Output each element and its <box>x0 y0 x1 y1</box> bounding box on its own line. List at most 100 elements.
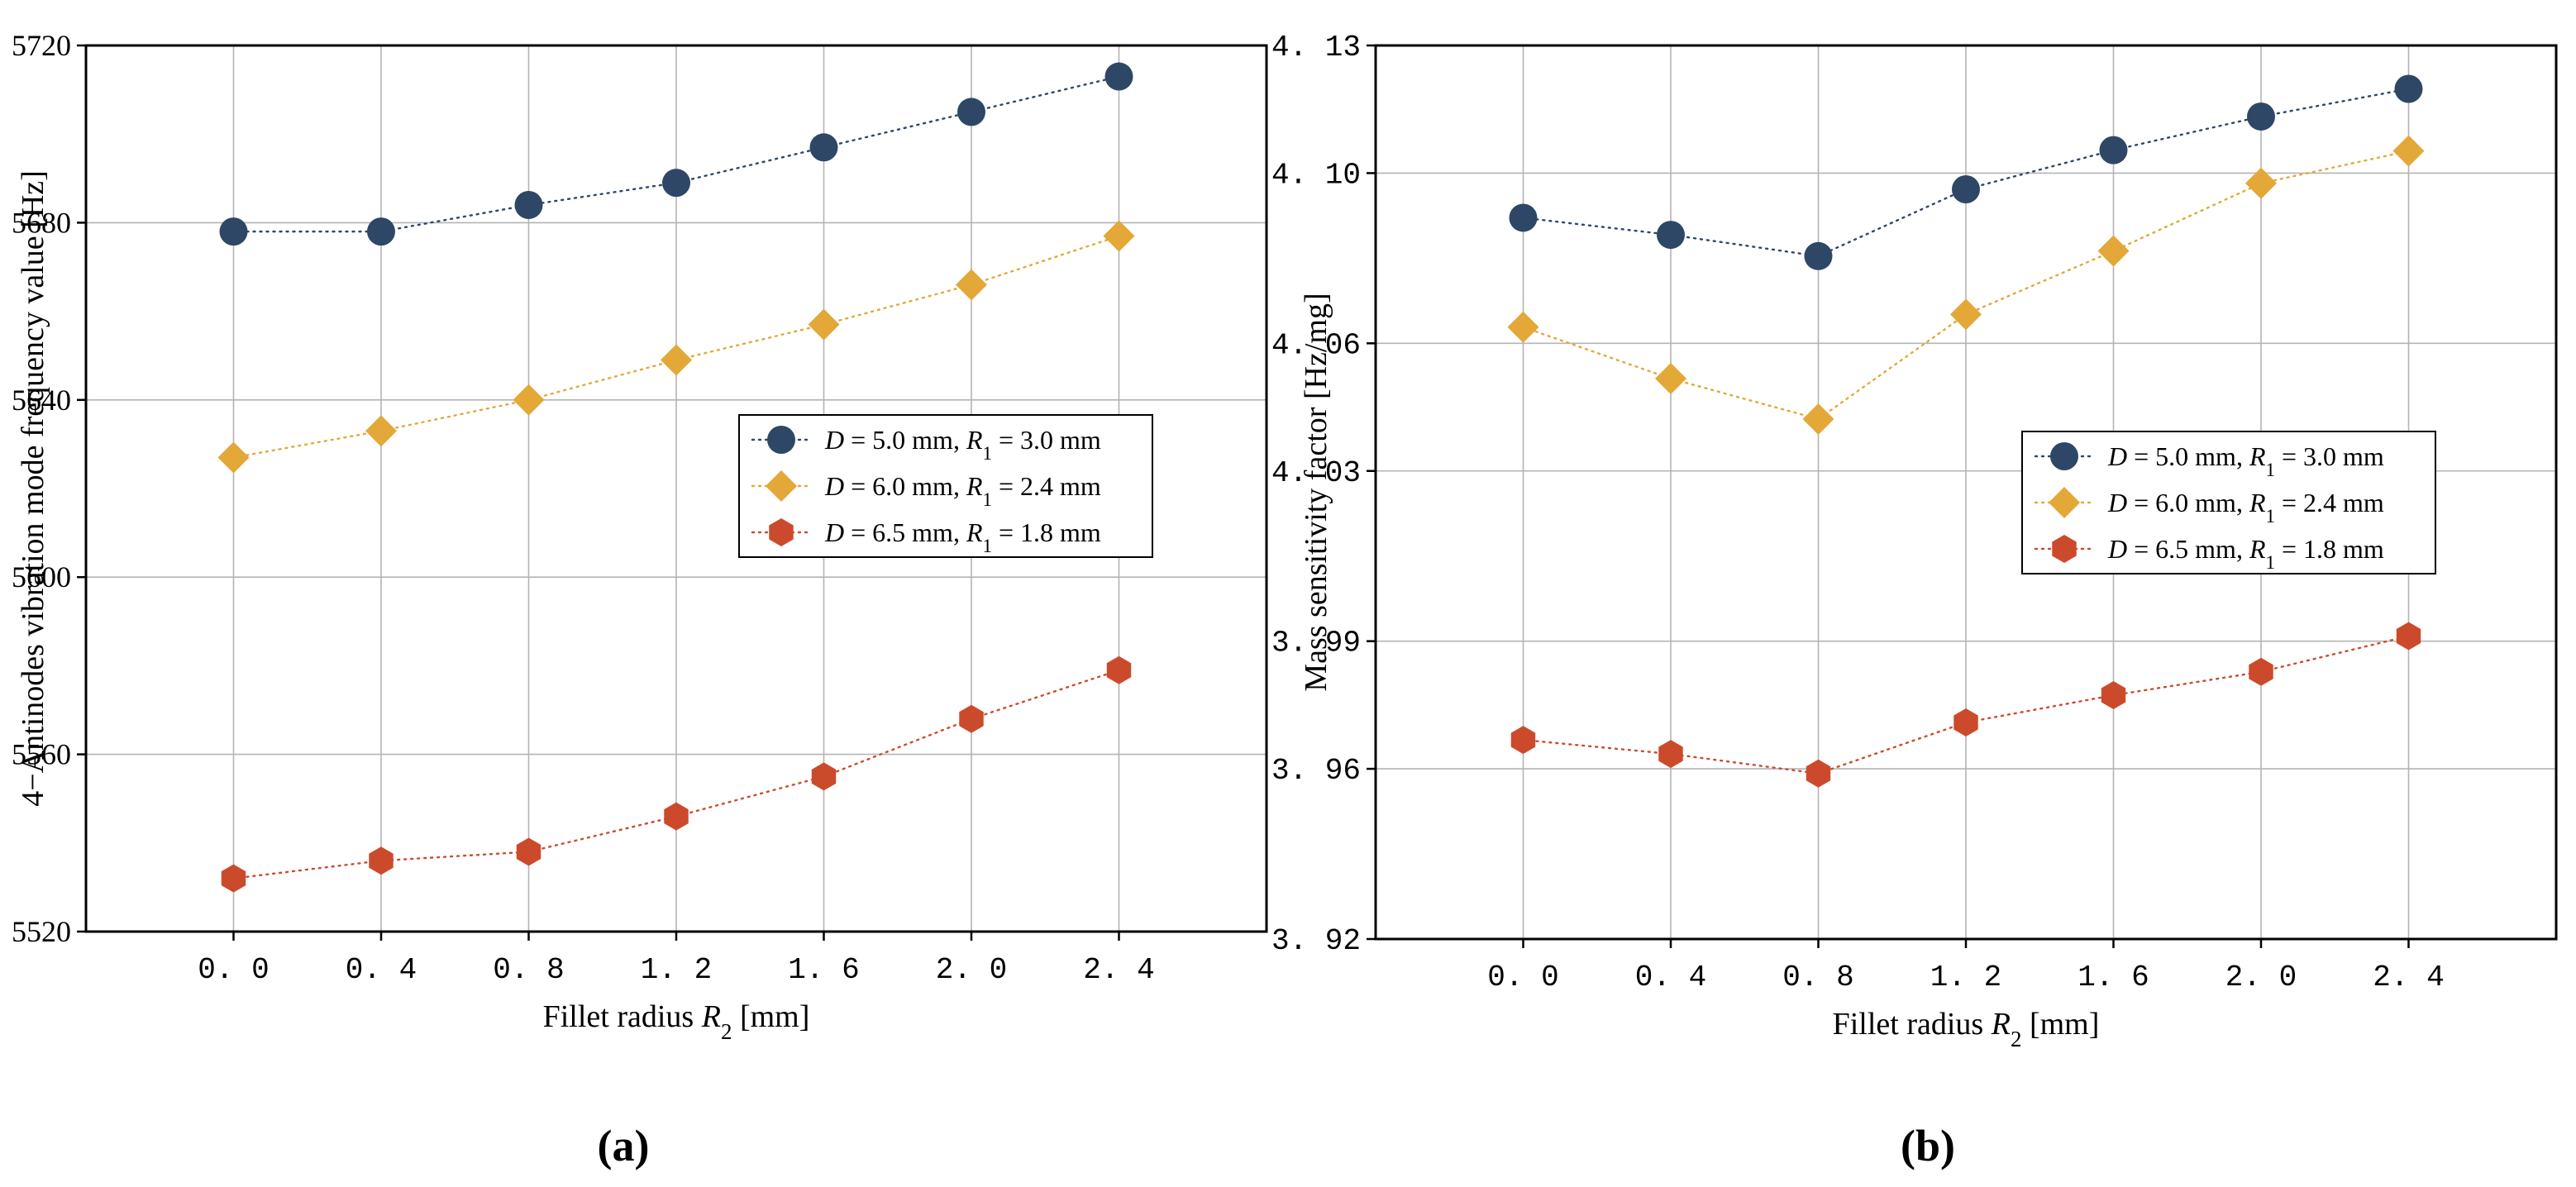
x-tick-label: 1. 2 <box>1930 961 2001 994</box>
data-point <box>2101 681 2126 710</box>
data-point <box>2097 235 2130 267</box>
data-point <box>1950 298 1982 331</box>
data-point <box>1103 220 1135 252</box>
x-tick-label: 0. 8 <box>1782 961 1853 994</box>
x-tick-label: 0. 0 <box>1487 961 1558 994</box>
legend-box <box>2021 431 2436 574</box>
panel-label: (a) <box>598 1121 650 1170</box>
x-axis-label: Fillet radius R2 [mm] <box>543 999 810 1044</box>
y-tick-label: 5680 <box>12 206 71 239</box>
legend-marker <box>766 470 797 502</box>
data-point <box>513 384 545 416</box>
data-point <box>217 441 250 474</box>
legend-item: D = 6.0 mm, R1 = 2.4 mm <box>751 470 1101 510</box>
legend-marker <box>769 518 794 546</box>
data-point <box>1952 174 1980 203</box>
legend-label: D = 6.5 mm, R1 = 1.8 mm <box>824 517 1101 556</box>
data-point <box>2247 102 2275 131</box>
data-point <box>2245 167 2277 199</box>
panel-label: (b) <box>1901 1121 1955 1170</box>
y-tick-label: 5600 <box>12 560 71 594</box>
y-axis-label: Mass sensitivity factor [Hz/mg] <box>1299 293 1333 691</box>
y-tick-label: 5640 <box>12 384 71 417</box>
data-point <box>957 98 985 126</box>
data-point <box>365 415 397 447</box>
data-point <box>1657 221 1685 250</box>
legend-item: D = 5.0 mm, R1 = 3.0 mm <box>2034 441 2384 480</box>
data-point <box>1507 311 1539 343</box>
y-tick-label: 3. 99 <box>1271 627 1361 660</box>
chart-panel-b: 0. 0 0. 4 0. 8 1. 2 1. 6 2. 0 2. 4 3. 92 3. 96 3.… <box>1271 31 2558 1170</box>
data-point <box>514 190 543 219</box>
data-point <box>1655 363 1686 395</box>
data-point <box>2392 135 2425 167</box>
x-tick-label: 2. 0 <box>936 953 1007 987</box>
data-point <box>1104 62 1133 91</box>
data-point <box>2249 657 2273 686</box>
legend-item: D = 6.0 mm, R1 = 2.4 mm <box>2034 487 2384 527</box>
y-tick-label: 4. 13 <box>1271 31 1361 64</box>
x-tick-label: 0. 4 <box>346 953 417 987</box>
legend-label: D = 6.0 mm, R1 = 2.4 mm <box>2107 488 2384 527</box>
data-point <box>219 217 248 246</box>
legend-label: D = 5.0 mm, R1 = 3.0 mm <box>2107 441 2384 480</box>
legend-box <box>738 414 1153 558</box>
data-point <box>1658 740 1683 769</box>
legend-marker <box>767 426 795 454</box>
data-point <box>1804 241 1833 270</box>
series-2 <box>1507 135 2425 435</box>
x-tick-label: 0. 8 <box>493 953 564 987</box>
data-point <box>959 704 984 733</box>
legend-label: D = 5.0 mm, R1 = 3.0 mm <box>824 425 1101 464</box>
series-3 <box>221 655 1132 893</box>
y-axis-label: 4−Antinodes vibration mode frequency val… <box>16 170 50 807</box>
x-tick-label: 0. 4 <box>1635 961 1706 994</box>
legend-item: D = 6.5 mm, R1 = 1.8 mm <box>2034 534 2384 573</box>
data-point <box>367 217 395 246</box>
data-point <box>1953 708 1978 737</box>
y-tick-label: 4. 06 <box>1271 328 1361 362</box>
y-tick-label: 5560 <box>12 738 71 771</box>
data-point <box>809 133 838 162</box>
legend-item: D = 5.0 mm, R1 = 3.0 mm <box>751 425 1101 464</box>
legend-marker <box>2049 487 2080 518</box>
data-point <box>1509 203 1538 232</box>
chart-panel-a: 0. 0 0. 4 0. 8 1. 2 1. 6 2. 0 2. 4 5520 5560 5600… <box>12 29 1268 1170</box>
x-tick-label: 2. 0 <box>2225 961 2297 994</box>
y-tick-label: 5520 <box>12 915 71 948</box>
data-point <box>1806 759 1831 788</box>
data-point <box>2396 622 2421 651</box>
data-point <box>1802 403 1834 435</box>
x-axis-label: Fillet radius R2 [mm] <box>1833 1007 2100 1051</box>
series-1 <box>219 62 1133 246</box>
y-tick-label: 3. 96 <box>1271 754 1361 788</box>
series-3 <box>1510 622 2421 788</box>
data-point <box>664 802 689 831</box>
legend: D = 5.0 mm, R1 = 3.0 mm D = 6.0 mm, R1 = … <box>2021 431 2436 574</box>
data-point <box>661 344 692 376</box>
x-tick-label: 1. 6 <box>788 953 859 987</box>
data-point <box>2099 136 2128 164</box>
data-point <box>808 308 840 341</box>
x-tick-label: 0. 0 <box>198 953 269 987</box>
x-tick-label: 2. 4 <box>1083 953 1154 987</box>
legend-item: D = 6.5 mm, R1 = 1.8 mm <box>751 517 1101 556</box>
data-point <box>2394 74 2423 103</box>
data-point <box>956 269 987 301</box>
series-2 <box>217 220 1135 474</box>
legend-marker <box>2050 442 2078 470</box>
y-tick-label: 4. 10 <box>1271 158 1361 192</box>
data-point <box>1106 655 1132 684</box>
y-tick-label: 3. 92 <box>1271 924 1361 958</box>
data-point <box>662 169 690 198</box>
legend-marker <box>2052 535 2077 563</box>
data-point <box>516 837 541 866</box>
data-point <box>811 762 837 791</box>
x-tick-label: 1. 6 <box>2077 961 2149 994</box>
y-tick-label: 5720 <box>12 29 71 62</box>
x-tick-label: 1. 2 <box>641 953 712 987</box>
data-point <box>1510 726 1536 755</box>
legend-label: D = 6.0 mm, R1 = 2.4 mm <box>824 471 1101 510</box>
data-point <box>221 864 246 893</box>
